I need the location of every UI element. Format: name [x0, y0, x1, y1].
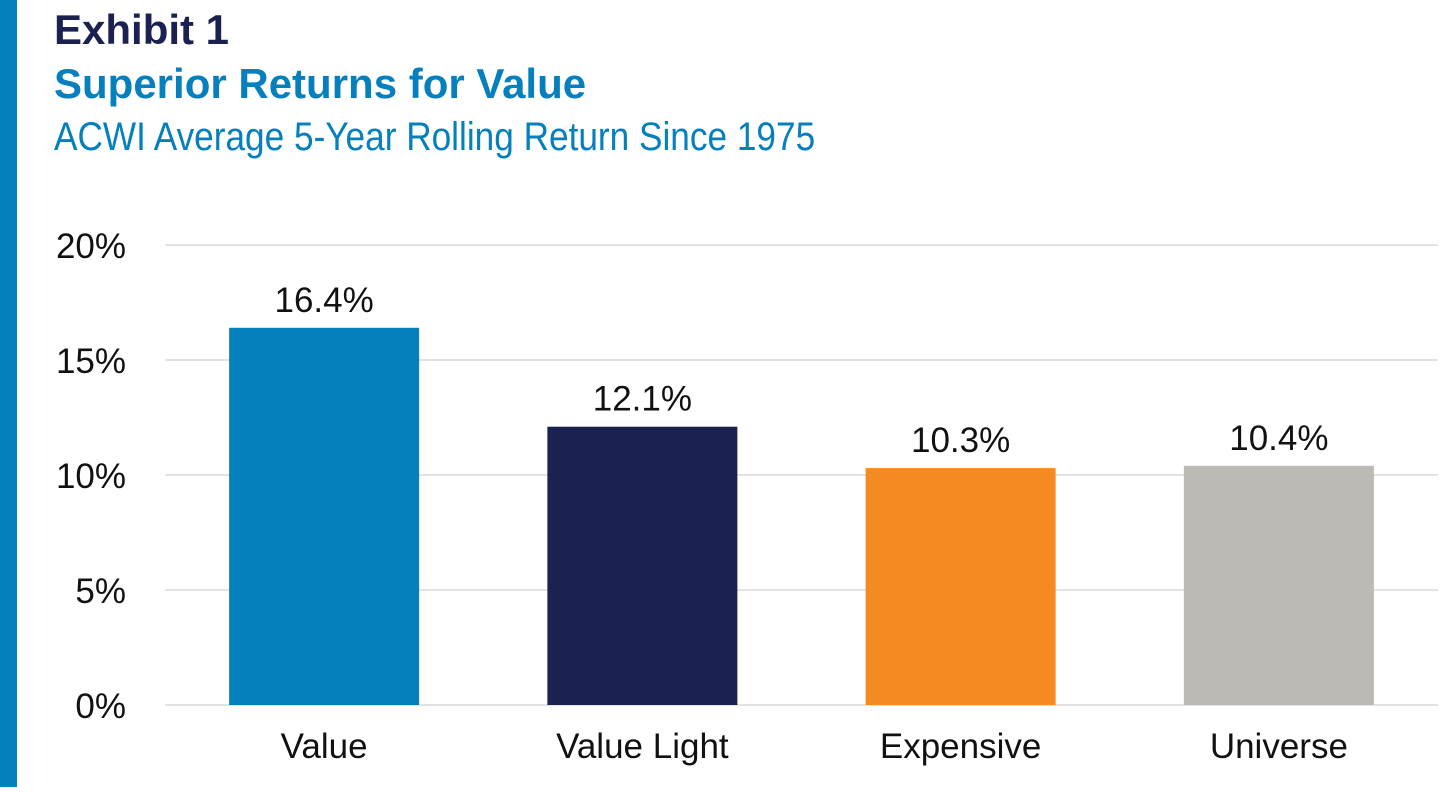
bar-universe	[1183, 465, 1374, 705]
exhibit-label: Exhibit 1	[54, 6, 230, 53]
data-label: 10.3%	[911, 421, 1010, 460]
y-tick-label: 15%	[56, 342, 126, 381]
y-axis-tick-labels: 0% 5% 10% 15% 20%	[56, 227, 126, 726]
x-tick-label: Universe	[1210, 727, 1348, 766]
accent-bar	[0, 0, 17, 787]
data-label: 10.4%	[1229, 419, 1328, 458]
bar-value	[229, 327, 420, 705]
chart-title: Superior Returns for Value	[54, 60, 587, 107]
y-tick-label: 20%	[56, 227, 126, 266]
bars	[229, 327, 1374, 705]
data-label: 12.1%	[593, 380, 692, 419]
chart-subtitle: ACWI Average 5-Year Rolling Return Since…	[54, 115, 816, 159]
x-tick-label: Value	[281, 727, 368, 766]
data-labels: 16.4% 12.1% 10.3% 10.4%	[275, 281, 1329, 460]
y-tick-label: 0%	[75, 687, 126, 726]
x-tick-label: Expensive	[880, 727, 1041, 766]
x-tick-label: Value Light	[556, 727, 729, 766]
x-axis-category-labels: Value Value Light Expensive Universe	[281, 727, 1348, 766]
bar-value-light	[547, 426, 738, 705]
y-tick-label: 10%	[56, 457, 126, 496]
data-label: 16.4%	[275, 281, 374, 320]
bar-expensive	[865, 468, 1056, 705]
y-tick-label: 5%	[75, 572, 126, 611]
